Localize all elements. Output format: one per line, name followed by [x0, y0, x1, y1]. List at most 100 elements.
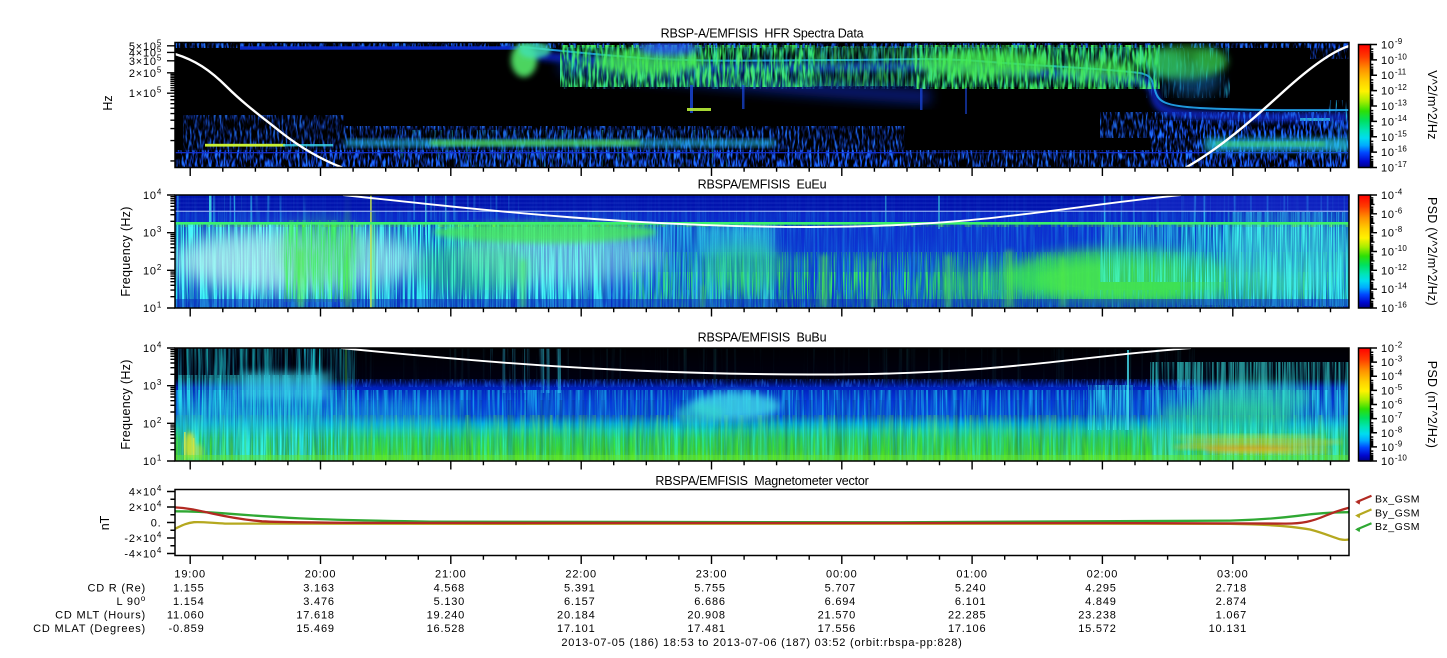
svg-text:5×105: 5×105: [129, 38, 162, 53]
svg-text:3.476: 3.476: [303, 596, 335, 608]
svg-text:3.163: 3.163: [303, 583, 335, 595]
svg-text:4×104: 4×104: [129, 484, 162, 499]
svg-text:10-7: 10-7: [1381, 411, 1403, 426]
svg-text:10-6: 10-6: [1381, 206, 1403, 221]
svg-text:RBSPA/EMFISIS Magnetometer ve: RBSPA/EMFISIS Magnetometer vector: [655, 474, 868, 488]
svg-text:4.568: 4.568: [434, 583, 466, 595]
svg-text:19.240: 19.240: [427, 610, 465, 622]
svg-text:1.067: 1.067: [1216, 610, 1248, 622]
svg-text:6.686: 6.686: [694, 596, 726, 608]
svg-text:Bz_GSM: Bz_GSM: [1375, 521, 1420, 533]
svg-text:01:00: 01:00: [956, 569, 988, 581]
svg-text:104: 104: [143, 341, 162, 356]
svg-text:10-2: 10-2: [1381, 341, 1403, 356]
svg-text:V^2/m^2/Hz: V^2/m^2/Hz: [1425, 70, 1439, 140]
svg-text:10-17: 10-17: [1381, 160, 1407, 175]
svg-text:22.285: 22.285: [948, 610, 986, 622]
svg-text:21:00: 21:00: [435, 569, 467, 581]
svg-text:11.060: 11.060: [167, 610, 205, 622]
svg-text:17.106: 17.106: [948, 623, 986, 635]
svg-text:17.481: 17.481: [687, 623, 725, 635]
svg-text:By_GSM: By_GSM: [1375, 507, 1420, 519]
svg-text:20:00: 20:00: [305, 569, 337, 581]
svg-text:10-10: 10-10: [1381, 52, 1407, 67]
svg-text:10-15: 10-15: [1381, 129, 1407, 144]
svg-text:03:00: 03:00: [1217, 569, 1249, 581]
svg-text:10-10: 10-10: [1381, 454, 1407, 469]
svg-text:10-12: 10-12: [1381, 263, 1407, 278]
svg-text:10-16: 10-16: [1381, 145, 1407, 160]
svg-text:1.155: 1.155: [173, 583, 205, 595]
svg-text:16.528: 16.528: [427, 623, 465, 635]
svg-text:PSD (nT^2/Hz): PSD (nT^2/Hz): [1425, 361, 1439, 449]
svg-text:00:00: 00:00: [826, 569, 858, 581]
svg-text:19:00: 19:00: [174, 569, 206, 581]
svg-text:1×105: 1×105: [129, 86, 162, 101]
svg-text:101: 101: [143, 301, 162, 316]
svg-text:PSD (V^2/m^2/Hz): PSD (V^2/m^2/Hz): [1425, 197, 1439, 306]
svg-text:6.694: 6.694: [825, 596, 857, 608]
svg-text:10-4: 10-4: [1381, 188, 1403, 203]
svg-text:10-9: 10-9: [1381, 439, 1403, 454]
svg-text:20.908: 20.908: [687, 610, 725, 622]
svg-text:23.238: 23.238: [1078, 610, 1116, 622]
svg-text:15.572: 15.572: [1078, 623, 1116, 635]
svg-text:1.154: 1.154: [173, 596, 205, 608]
svg-text:10-9: 10-9: [1381, 37, 1403, 52]
svg-text:5.240: 5.240: [955, 583, 987, 595]
svg-text:10-14: 10-14: [1381, 114, 1407, 128]
svg-text:RBSPA/EMFISIS BuBu: RBSPA/EMFISIS BuBu: [698, 331, 827, 345]
svg-text:21.570: 21.570: [818, 610, 856, 622]
svg-text:4.295: 4.295: [1085, 583, 1117, 595]
svg-text:2×105: 2×105: [129, 65, 162, 80]
svg-text:102: 102: [143, 416, 162, 431]
svg-text:CD MLAT (Degrees): CD MLAT (Degrees): [33, 623, 146, 635]
svg-text:10-12: 10-12: [1381, 83, 1407, 98]
svg-text:4×105: 4×105: [129, 45, 162, 60]
svg-text:RBSPA/EMFISIS EuEu: RBSPA/EMFISIS EuEu: [698, 178, 827, 192]
svg-text:10-11: 10-11: [1381, 68, 1407, 83]
svg-text:Hz: Hz: [101, 95, 115, 110]
svg-text:101: 101: [143, 454, 162, 469]
svg-text:17.618: 17.618: [296, 610, 334, 622]
svg-text:Frequency (Hz): Frequency (Hz): [119, 206, 133, 296]
svg-text:10.131: 10.131: [1209, 623, 1247, 635]
svg-text:2013-07-05 (186) 18:53 to 2013: 2013-07-05 (186) 18:53 to 2013-07-06 (18…: [561, 637, 962, 649]
svg-text:15.469: 15.469: [296, 623, 334, 635]
svg-text:103: 103: [143, 378, 162, 393]
svg-text:23:00: 23:00: [696, 569, 728, 581]
svg-text:103: 103: [143, 225, 162, 240]
svg-text:6.157: 6.157: [564, 596, 596, 608]
svg-text:RBSP-A/EMFISIS HFR Spectra Da: RBSP-A/EMFISIS HFR Spectra Data: [661, 27, 864, 41]
svg-text:10-14: 10-14: [1381, 282, 1407, 297]
svg-text:10-8: 10-8: [1381, 425, 1403, 440]
svg-text:10-16: 10-16: [1381, 301, 1407, 316]
svg-text:10-10: 10-10: [1381, 244, 1407, 259]
svg-text:-2×104: -2×104: [124, 531, 161, 546]
svg-text:22:00: 22:00: [565, 569, 597, 581]
svg-text:10-5: 10-5: [1381, 383, 1403, 398]
svg-text:0.: 0.: [151, 518, 162, 530]
svg-text:17.556: 17.556: [818, 623, 856, 635]
svg-text:5.755: 5.755: [694, 583, 726, 595]
svg-text:2.874: 2.874: [1216, 596, 1248, 608]
svg-text:02:00: 02:00: [1087, 569, 1119, 581]
svg-text:5.130: 5.130: [434, 596, 466, 608]
svg-text:6.101: 6.101: [955, 596, 987, 608]
svg-text:17.101: 17.101: [557, 623, 595, 635]
svg-text:104: 104: [143, 188, 162, 203]
svg-text:10-6: 10-6: [1381, 397, 1403, 412]
svg-text:2×104: 2×104: [129, 500, 162, 515]
svg-text:Frequency (Hz): Frequency (Hz): [119, 359, 133, 449]
svg-text:10-4: 10-4: [1381, 369, 1403, 384]
svg-text:L 90o: L 90o: [117, 594, 146, 608]
svg-text:102: 102: [143, 263, 162, 278]
svg-text:5.707: 5.707: [825, 583, 857, 595]
svg-text:CD R (Re): CD R (Re): [87, 583, 146, 595]
svg-text:5.391: 5.391: [564, 583, 596, 595]
svg-text:CD MLT (Hours): CD MLT (Hours): [55, 610, 146, 622]
svg-text:20.184: 20.184: [557, 610, 595, 622]
svg-text:nT: nT: [98, 515, 112, 530]
svg-text:3×105: 3×105: [129, 53, 162, 68]
svg-text:10-8: 10-8: [1381, 225, 1403, 240]
